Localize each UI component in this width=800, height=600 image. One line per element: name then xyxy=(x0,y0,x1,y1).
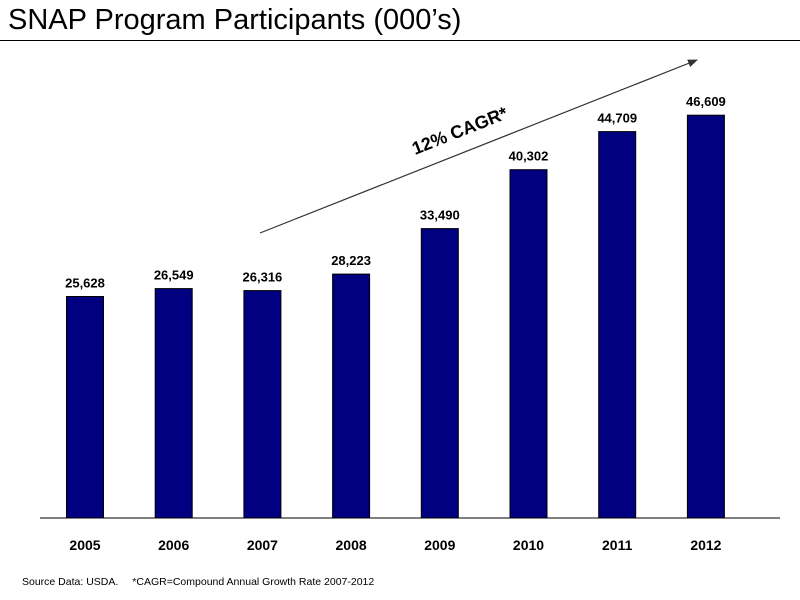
bar-2005 xyxy=(66,296,104,519)
bar-2009 xyxy=(420,228,459,519)
category-label-2009: 2009 xyxy=(424,537,455,553)
category-labels: 2005 2006 2007 2008 2009 2010 2011 2012 xyxy=(69,537,721,553)
source-footnote: Source Data: USDA. *CAGR=Compound Annual … xyxy=(22,576,388,588)
category-label-2012: 2012 xyxy=(690,537,721,553)
cagr-annotation: 12% CAGR* xyxy=(409,103,510,159)
value-label-2008: 28,223 xyxy=(331,253,371,268)
value-label-2011: 44,709 xyxy=(597,111,637,126)
source-text: Source Data: USDA. xyxy=(22,576,119,588)
value-label-2009: 33,490 xyxy=(420,208,460,223)
bar-2011 xyxy=(598,131,637,519)
category-label-2005: 2005 xyxy=(69,537,100,553)
bar-2006 xyxy=(154,288,193,519)
category-label-2010: 2010 xyxy=(513,537,544,553)
cagr-trend-arrow xyxy=(259,59,698,234)
title-divider xyxy=(0,40,800,41)
value-label-2005: 25,628 xyxy=(65,276,105,291)
bar-2012 xyxy=(686,114,725,519)
category-label-2011: 2011 xyxy=(602,537,633,553)
bar-2008 xyxy=(332,273,371,519)
bar-2010 xyxy=(509,169,548,519)
value-labels: 25,628 26,549 26,316 28,223 33,490 40,302 44,7… xyxy=(65,94,726,290)
category-label-2006: 2006 xyxy=(158,537,189,553)
category-label-2008: 2008 xyxy=(336,537,367,553)
value-label-2007: 26,316 xyxy=(243,270,283,285)
chart-title: SNAP Program Participants (000’s) xyxy=(8,4,462,36)
bar-series xyxy=(66,114,725,519)
cagr-footnote: *CAGR=Compound Annual Growth Rate 2007-2… xyxy=(132,576,375,588)
value-label-2010: 40,302 xyxy=(509,149,549,164)
bar-2007 xyxy=(243,290,282,519)
value-label-2006: 26,549 xyxy=(154,268,194,283)
value-label-2012: 46,609 xyxy=(686,94,726,109)
category-label-2007: 2007 xyxy=(247,537,278,553)
